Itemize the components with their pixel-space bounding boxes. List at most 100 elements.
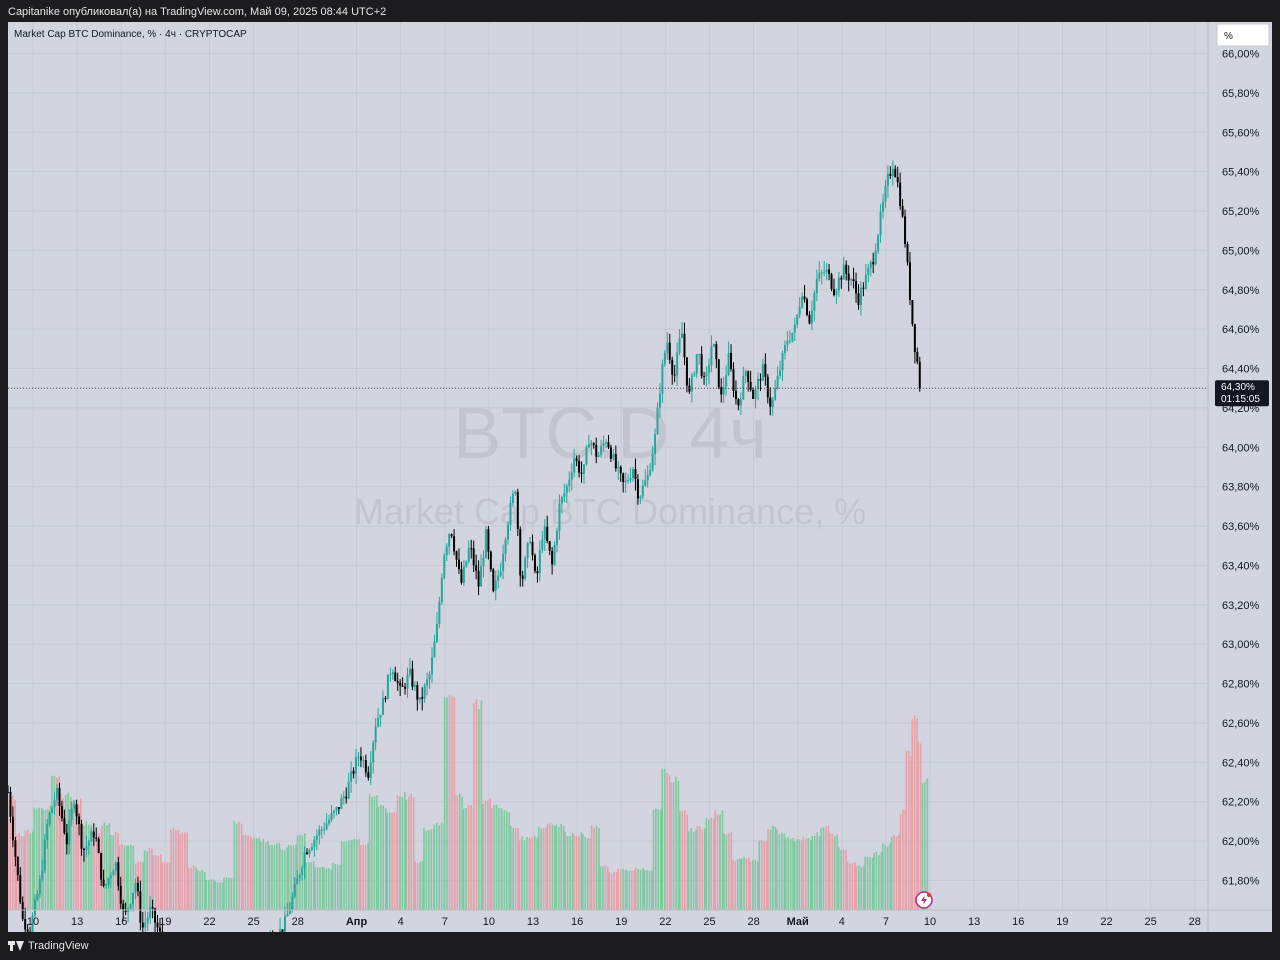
- volume-bar: [732, 860, 734, 910]
- candle: [585, 445, 588, 466]
- volume-bar: [757, 861, 759, 910]
- volume-bar: [705, 817, 708, 910]
- candle-body: [845, 264, 848, 274]
- candle-body: [457, 559, 460, 570]
- scale-mode-button[interactable]: %: [1216, 23, 1270, 47]
- candle: [440, 573, 443, 605]
- attribution-bar: Capitanike опубликовал(а) на TradingView…: [0, 0, 1280, 22]
- volume-bar: [190, 867, 192, 910]
- volume-bar: [290, 845, 292, 910]
- volume-bar: [743, 856, 745, 910]
- lightning-icon[interactable]: [915, 891, 933, 909]
- candle-body: [404, 686, 407, 689]
- tradingview-logo[interactable]: TradingView: [8, 940, 89, 952]
- candle-body: [384, 698, 387, 700]
- volume-bar: [435, 822, 438, 910]
- volume-bar: [233, 820, 236, 910]
- candle: [306, 848, 309, 855]
- volume-bar: [56, 777, 58, 910]
- candle: [340, 794, 343, 810]
- price-tick-label: 62,00%: [1222, 836, 1260, 848]
- candle-body: [87, 841, 90, 846]
- candle-body: [511, 493, 514, 504]
- candle: [24, 907, 27, 932]
- volume-bar: [478, 709, 480, 910]
- candle: [845, 260, 848, 281]
- volume-bar: [118, 845, 121, 910]
- candle: [423, 683, 426, 703]
- volume-bar: [619, 869, 622, 910]
- candle-body: [158, 927, 161, 932]
- candle-body: [335, 807, 338, 811]
- candle: [820, 269, 823, 285]
- volume-bar: [787, 837, 789, 910]
- time-tick-label: 19: [159, 916, 171, 928]
- attribution-text: Capitanike опубликовал(а) на TradingView…: [8, 6, 387, 18]
- candle: [470, 539, 473, 559]
- volume-bar: [633, 869, 636, 910]
- candle-body: [291, 896, 294, 910]
- time-tick-label: 28: [747, 916, 759, 928]
- candle: [813, 290, 816, 322]
- volume-bar: [262, 839, 264, 910]
- volume-bar: [564, 831, 566, 910]
- volume-bar: [752, 859, 754, 910]
- volume-bar: [451, 696, 453, 910]
- candle-body: [144, 922, 147, 928]
- candle: [872, 252, 875, 273]
- candle-body: [717, 359, 720, 388]
- candle: [783, 340, 786, 360]
- volume-bar: [734, 861, 737, 910]
- candle-body: [450, 534, 453, 537]
- price-axis[interactable]: 61,80% 62,00% 62,20% 62,40% 62,60% 62,80% 63,0…: [1207, 22, 1260, 932]
- volume-bar: [687, 831, 690, 910]
- volume-bar: [371, 796, 373, 910]
- volume-bar: [730, 831, 733, 910]
- candlestick-chart[interactable]: BTC.D 4ч Market Cap BTC Dominance, % 61,…: [8, 22, 1272, 932]
- volume-bar: [749, 861, 752, 910]
- volume-bar: [336, 864, 339, 910]
- candle-body: [720, 387, 723, 395]
- candle-body: [850, 279, 853, 281]
- candle-body: [480, 565, 483, 587]
- candle: [298, 873, 301, 883]
- volume-bar: [716, 813, 719, 910]
- candle-body: [899, 182, 902, 207]
- candle: [781, 350, 784, 382]
- candle-body: [835, 290, 838, 295]
- candle: [771, 396, 774, 416]
- candle: [889, 166, 892, 180]
- chart-symbol-title[interactable]: Market Cap BTC Dominance, % · 4ч · CRYPT…: [14, 29, 247, 40]
- candle-body: [832, 289, 835, 295]
- time-tick-label: 25: [703, 916, 715, 928]
- volume-bar: [130, 844, 132, 910]
- volume-bar: [321, 866, 324, 910]
- volume-bar: [652, 809, 655, 910]
- candle: [318, 825, 321, 845]
- volume-bar: [264, 842, 267, 910]
- time-axis[interactable]: 10 13 16 19 22 25 28 Апр 4 7 10 13 16 19 22 25 28 Май 4 7 10…: [8, 909, 1272, 928]
- candle-body: [916, 351, 919, 362]
- volume-bar: [64, 794, 67, 910]
- candle-body: [651, 453, 654, 471]
- volume-bar: [286, 847, 289, 910]
- candle-body: [632, 469, 634, 478]
- candle-body: [896, 177, 899, 183]
- candle-body: [737, 399, 740, 406]
- candle-body: [538, 550, 541, 574]
- candle-body: [151, 907, 154, 909]
- volume-bar: [546, 824, 549, 910]
- candle-body: [764, 364, 767, 377]
- last-price-tag: 64,30% 01:15:05: [1215, 380, 1269, 407]
- candle: [619, 465, 622, 482]
- candle-body: [504, 539, 507, 555]
- candle-body: [433, 641, 436, 658]
- chart-frame[interactable]: BTC.D 4ч Market Cap BTC Dominance, % 61,…: [8, 22, 1272, 932]
- candle-body: [428, 674, 431, 680]
- volume-bar: [589, 838, 591, 910]
- volume-bar: [907, 750, 910, 910]
- candle: [592, 442, 595, 449]
- volume-bar: [32, 831, 34, 910]
- candle-body: [114, 862, 117, 871]
- volume-bar: [126, 845, 128, 910]
